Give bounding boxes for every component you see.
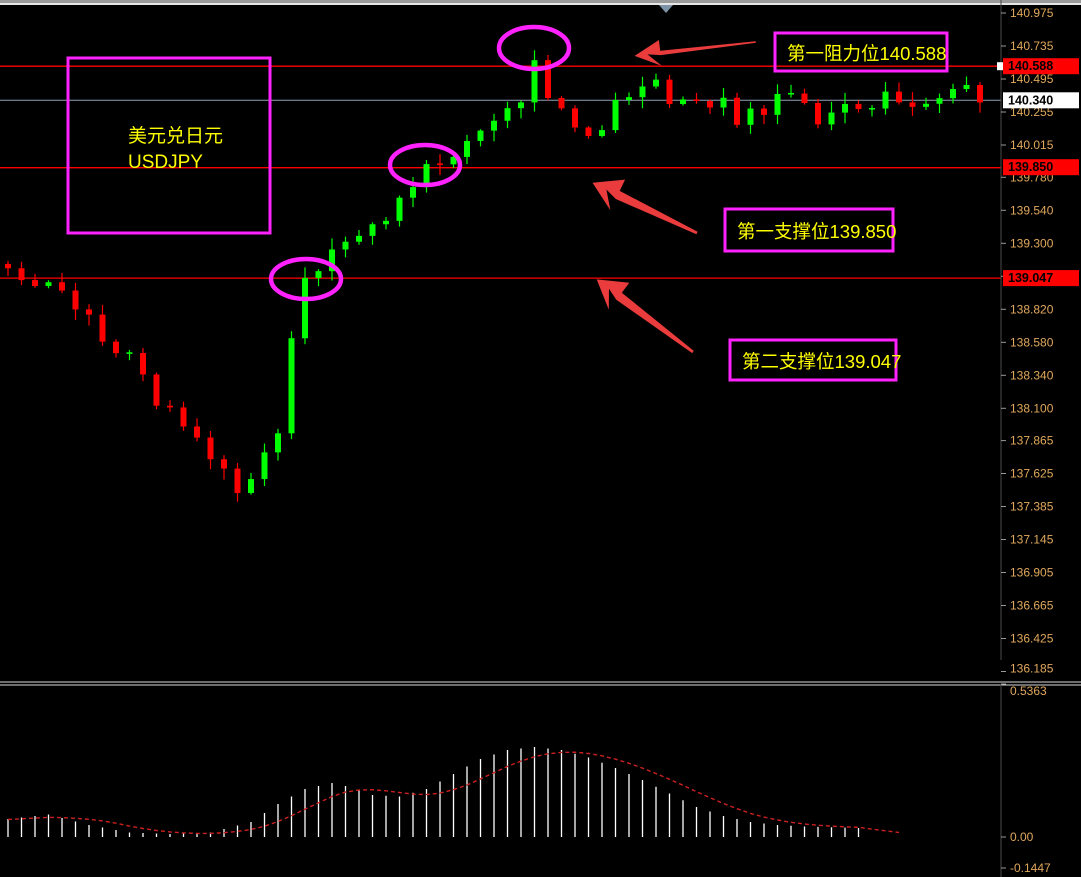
svg-text:137.145: 137.145 <box>1010 533 1054 547</box>
svg-text:139.850: 139.850 <box>1008 160 1053 174</box>
svg-text:136.905: 136.905 <box>1010 566 1054 580</box>
svg-text:137.625: 137.625 <box>1010 467 1054 481</box>
svg-text:138.100: 138.100 <box>1010 401 1054 415</box>
svg-text:136.185: 136.185 <box>1010 662 1054 676</box>
svg-text:139.540: 139.540 <box>1010 203 1054 217</box>
svg-text:139.047: 139.047 <box>1008 271 1053 285</box>
svg-text:137.385: 137.385 <box>1010 500 1054 514</box>
svg-text:140.975: 140.975 <box>1010 6 1054 20</box>
svg-text:136.425: 136.425 <box>1010 632 1054 646</box>
svg-text:0.00: 0.00 <box>1010 830 1034 844</box>
svg-text:137.865: 137.865 <box>1010 434 1054 448</box>
svg-text:140.735: 140.735 <box>1010 39 1054 53</box>
svg-text:140.340: 140.340 <box>1008 93 1053 107</box>
svg-text:美元兑日元: 美元兑日元 <box>128 125 223 147</box>
svg-text:0.5363: 0.5363 <box>1010 684 1047 698</box>
svg-text:138.340: 138.340 <box>1010 368 1054 382</box>
svg-text:138.580: 138.580 <box>1010 335 1054 349</box>
svg-text:136.665: 136.665 <box>1010 599 1054 613</box>
svg-text:140.015: 140.015 <box>1010 138 1054 152</box>
svg-text:140.588: 140.588 <box>1008 59 1053 73</box>
svg-text:USDJPY: USDJPY <box>128 152 203 173</box>
svg-text:139.300: 139.300 <box>1010 236 1054 250</box>
svg-text:138.820: 138.820 <box>1010 302 1054 316</box>
svg-text:第二支撑位139.047: 第二支撑位139.047 <box>742 351 901 372</box>
svg-text:第一支撑位139.850: 第一支撑位139.850 <box>737 221 896 242</box>
svg-text:-0.1447: -0.1447 <box>1010 861 1051 875</box>
svg-text:第一阻力位140.588: 第一阻力位140.588 <box>787 43 946 64</box>
